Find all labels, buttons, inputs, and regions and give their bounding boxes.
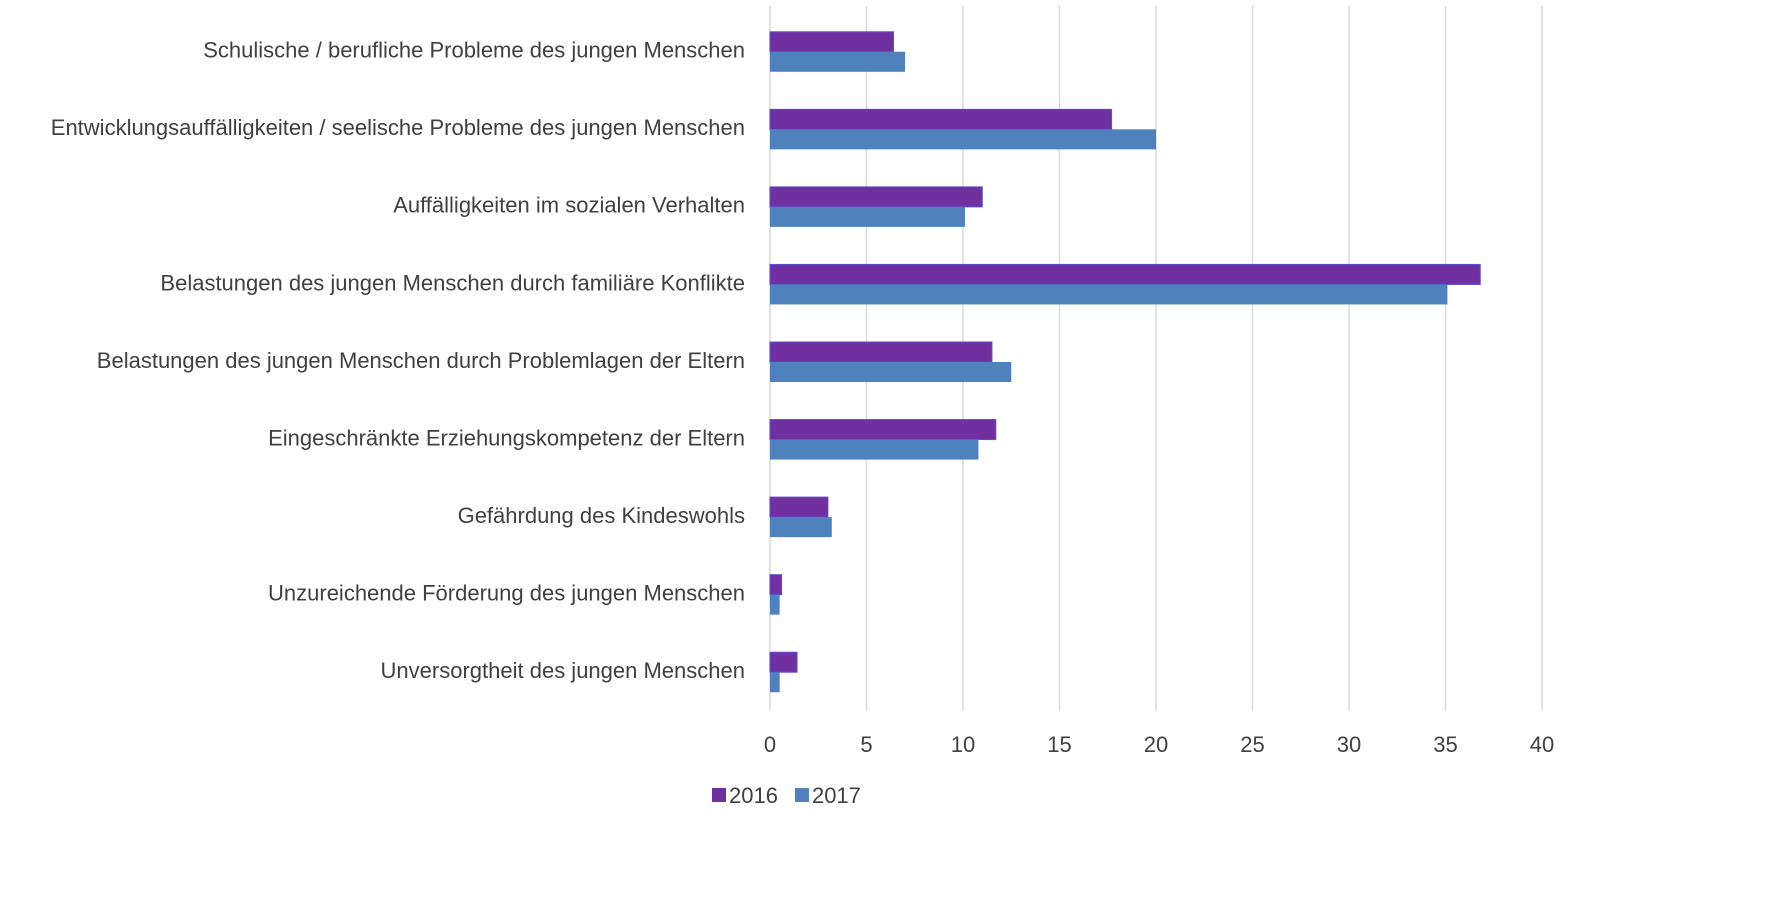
x-tick-label: 35	[1433, 732, 1457, 757]
bar	[769, 419, 997, 441]
legend-swatch	[712, 788, 726, 802]
legend-label: 2017	[812, 783, 861, 808]
bar	[770, 284, 1448, 305]
y-tick-label: Entwicklungsauffälligkeiten / seelische …	[51, 115, 745, 140]
bar	[769, 651, 798, 673]
x-tick-label: 10	[951, 732, 975, 757]
x-tick-label: 0	[764, 732, 776, 757]
x-tick-label: 15	[1047, 732, 1071, 757]
y-tick-label: Eingeschränkte Erziehungskompetenz der E…	[268, 425, 745, 450]
bar	[770, 129, 1156, 150]
bar	[770, 51, 906, 72]
x-tick-label: 5	[860, 732, 872, 757]
bar	[770, 362, 1012, 382]
x-tick-label: 30	[1337, 732, 1361, 757]
bar	[770, 517, 832, 538]
x-tick-label: 25	[1240, 732, 1264, 757]
y-tick-label: Gefährdung des Kindeswohls	[458, 503, 745, 528]
y-tick-label: Unversorgtheit des jungen Menschen	[381, 658, 745, 683]
y-tick-label: Schulische / berufliche Probleme des jun…	[203, 38, 745, 63]
bar	[769, 263, 1481, 285]
x-tick-label: 40	[1530, 732, 1554, 757]
bar	[769, 31, 895, 53]
y-tick-label: Belastungen des jungen Menschen durch Pr…	[97, 348, 745, 373]
bar	[769, 496, 829, 518]
bar	[770, 206, 965, 227]
bar	[769, 108, 1113, 130]
bar	[770, 439, 979, 460]
legend-swatch	[794, 788, 809, 802]
bar	[770, 672, 780, 693]
x-tick-label: 20	[1144, 732, 1168, 757]
bar	[769, 341, 993, 363]
bar	[770, 594, 780, 615]
bar	[769, 186, 983, 208]
legend-label: 2016	[729, 783, 778, 808]
y-tick-label: Auffälligkeiten im sozialen Verhalten	[393, 193, 745, 218]
bar	[769, 574, 783, 596]
y-tick-label: Unzureichende Förderung des jungen Mensc…	[268, 580, 745, 605]
y-tick-label: Belastungen des jungen Menschen durch fa…	[160, 270, 745, 295]
